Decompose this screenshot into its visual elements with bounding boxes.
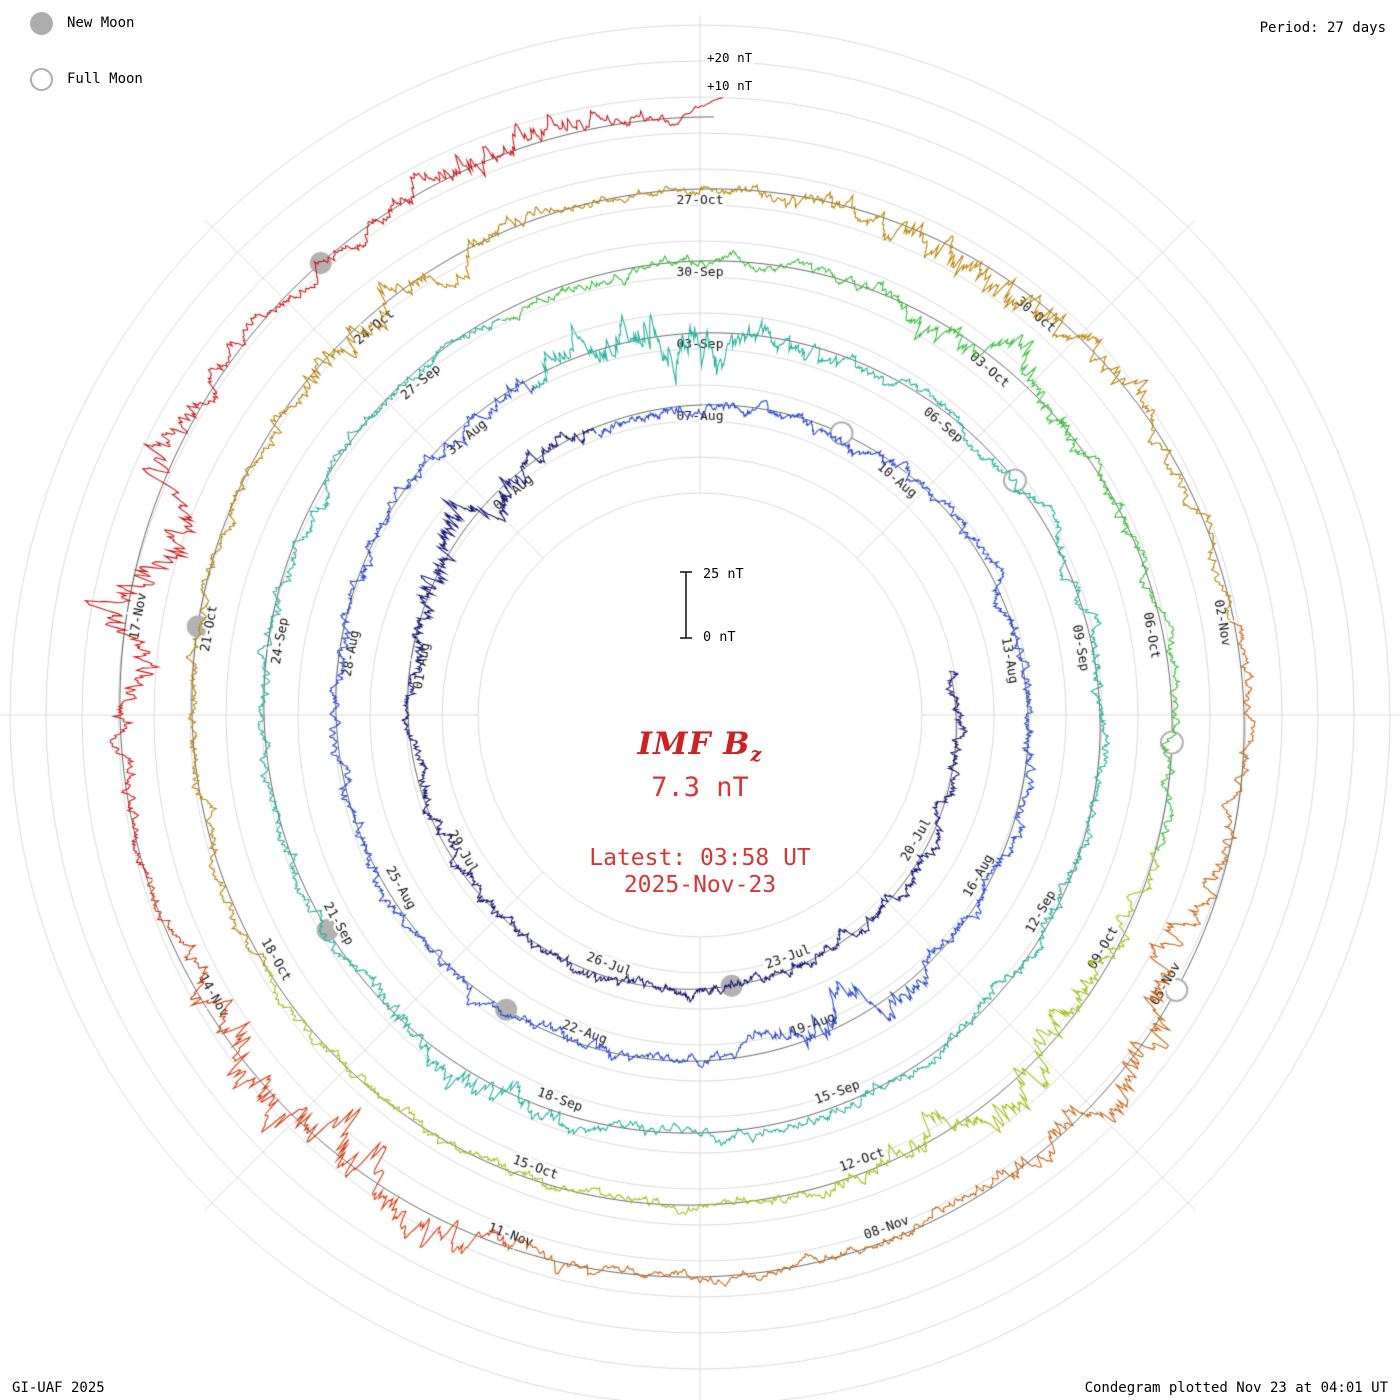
moon-legend: New Moon Full Moon [30, 8, 143, 120]
new-moon-label: New Moon [67, 15, 135, 31]
legend-full-moon: Full Moon [30, 64, 143, 94]
scale-bar-0nt-label: 0 nT [703, 629, 736, 645]
amplitude-scale-bar [680, 571, 692, 639]
latest-time-line1: Latest: 03:58 UT [589, 845, 811, 872]
latest-time-label: Latest: 03:58 UT 2025-Nov-23 [400, 845, 1000, 898]
full-moon-icon [30, 67, 53, 91]
scale-bar-25nt-label: 25 nT [703, 566, 744, 582]
legend-new-moon: New Moon [30, 8, 143, 38]
full-moon-label: Full Moon [67, 71, 143, 87]
new-moon-icon [30, 11, 53, 35]
radial-scale-plus10: +10 nT [705, 78, 755, 93]
center-annotation: IMF Bz 7.3 nT Latest: 03:58 UT 2025-Nov-… [400, 726, 1000, 898]
period-label: Period: 27 days [1259, 20, 1386, 36]
plotted-timestamp: Condegram plotted Nov 23 at 04:01 UT [1084, 1380, 1388, 1396]
latest-bz-value: 7.3 nT [651, 772, 749, 804]
latest-time-line2: 2025-Nov-23 [623, 871, 777, 898]
credit-label: GI-UAF 2025 [12, 1380, 105, 1396]
imf-bz-title: IMF Bz [637, 726, 763, 767]
radial-scale-plus20: +20 nT [705, 50, 755, 65]
